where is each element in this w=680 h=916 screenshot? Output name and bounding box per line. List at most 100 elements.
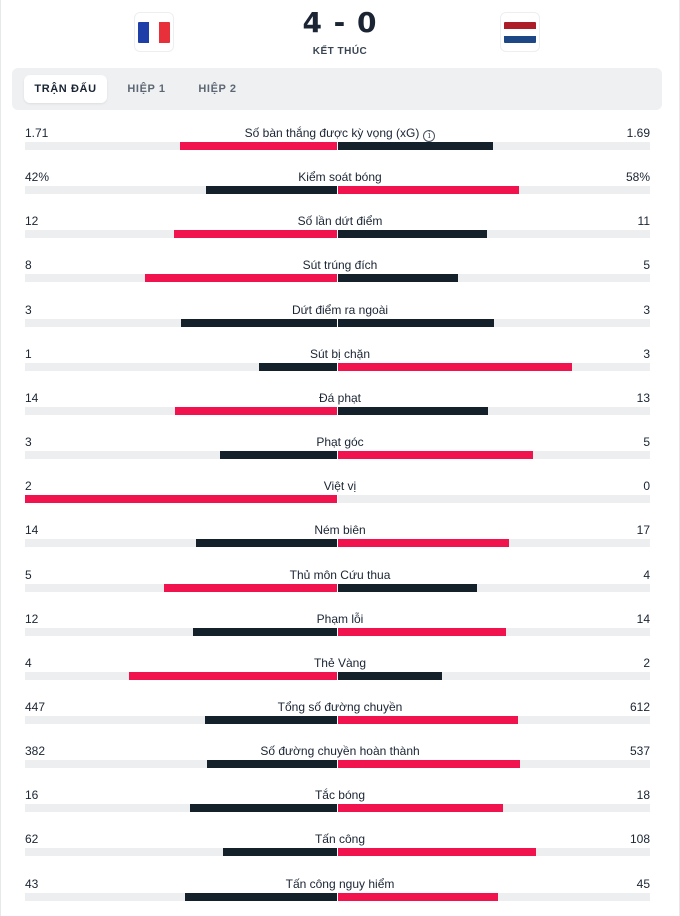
home-stat-bar	[180, 142, 337, 150]
away-bar-track	[338, 893, 650, 901]
france-flag-icon	[138, 21, 170, 43]
stat-label-text: Đá phạt	[318, 391, 362, 405]
stat-label-text: Số lần dứt điểm	[297, 214, 383, 228]
away-stat-value: 5	[643, 435, 650, 449]
home-stat-bar	[129, 672, 337, 680]
stat-label-text: Tấn công	[314, 832, 366, 846]
stat-row: 1 Sút bị chặn 3	[0, 347, 680, 387]
home-bar-track	[25, 274, 337, 282]
stat-row: 62 Tấn công 108	[0, 832, 680, 872]
away-stat-bar	[338, 628, 506, 636]
away-stat-bar	[338, 760, 520, 768]
away-stat-value: 537	[629, 744, 650, 758]
away-stat-bar	[338, 319, 494, 327]
away-bar-track	[338, 804, 650, 812]
home-bar-track	[25, 804, 337, 812]
away-stat-bar	[338, 274, 458, 282]
away-team-badge[interactable]	[500, 12, 540, 52]
stat-label-text: Thẻ Vàng	[313, 656, 367, 670]
home-stat-value: 4	[25, 656, 32, 670]
home-bar-track	[25, 186, 337, 194]
away-stat-bar	[338, 363, 572, 371]
home-stat-bar	[145, 274, 337, 282]
period-tabs: TRẬN ĐẤU HIỆP 1 HIỆP 2	[12, 68, 662, 110]
away-stat-bar	[338, 672, 442, 680]
away-bar-track	[338, 760, 650, 768]
stat-label-text: Tấn công nguy hiểm	[285, 877, 395, 891]
stat-label-text: Dứt điểm ra ngoài	[291, 303, 389, 317]
stat-label-text: Số bàn thắng được kỳ vọng (xG)	[244, 126, 420, 140]
away-stat-value: 3	[643, 303, 650, 317]
stat-label: Thủ môn Cứu thua	[0, 568, 680, 582]
away-stat-value: 18	[636, 788, 650, 802]
stat-row: 14 Đá phạt 13	[0, 391, 680, 431]
home-stat-value: 1.71	[25, 126, 49, 140]
away-stat-value: 5	[643, 258, 650, 272]
away-bar-track	[338, 848, 650, 856]
away-stat-bar	[338, 451, 533, 459]
home-stat-bar	[220, 451, 337, 459]
away-bar-track	[338, 274, 650, 282]
stat-label: Sút bị chặn	[0, 347, 680, 361]
away-bar-track	[338, 407, 650, 415]
away-bar-track	[338, 584, 650, 592]
home-stat-bar	[25, 495, 337, 503]
home-stat-value: 8	[25, 258, 32, 272]
away-stat-bar	[338, 539, 509, 547]
home-stat-value: 14	[25, 391, 39, 405]
stat-label-text: Sút trúng đích	[302, 258, 378, 272]
home-bar-track	[25, 363, 337, 371]
stat-label: Tấn công	[0, 832, 680, 846]
stat-label-text: Sút bị chặn	[309, 347, 371, 361]
home-bar-track	[25, 539, 337, 547]
stat-label-text: Phạm lỗi	[316, 612, 364, 626]
home-stat-bar	[259, 363, 337, 371]
stat-label-text: Phạt góc	[316, 435, 364, 449]
away-stat-value: 1.69	[626, 126, 650, 140]
away-stat-value: 108	[629, 832, 650, 846]
home-bar-track	[25, 628, 337, 636]
frame-left-border	[0, 0, 1, 916]
stat-label: Sút trúng đích	[0, 258, 680, 272]
stat-label-text: Tổng số đường chuyền	[277, 700, 403, 714]
home-bar-track	[25, 319, 337, 327]
home-stat-bar	[164, 584, 337, 592]
home-bar-track	[25, 848, 337, 856]
away-bar-track	[338, 186, 650, 194]
home-stat-bar	[205, 716, 337, 724]
home-stat-value: 382	[25, 744, 46, 758]
home-team-badge[interactable]	[134, 12, 174, 52]
home-bar-track	[25, 142, 337, 150]
home-stat-value: 16	[25, 788, 39, 802]
home-stat-value: 5	[25, 568, 32, 582]
away-stat-value: 58%	[625, 170, 650, 184]
away-stat-value: 4	[643, 568, 650, 582]
away-stat-value: 45	[636, 877, 650, 891]
away-stat-bar	[338, 893, 498, 901]
home-stat-bar	[206, 186, 337, 194]
away-stat-bar	[338, 804, 503, 812]
home-bar-track	[25, 407, 337, 415]
stat-label: Thẻ Vàng	[0, 656, 680, 670]
tab-match[interactable]: TRẬN ĐẤU	[24, 75, 107, 103]
away-bar-track	[338, 716, 650, 724]
home-stat-bar	[207, 760, 337, 768]
info-icon[interactable]: i	[423, 130, 436, 142]
stat-label: Dứt điểm ra ngoài	[0, 303, 680, 317]
stat-label-text: Tắc bóng	[314, 788, 366, 802]
stat-row: 4 Thẻ Vàng 2	[0, 656, 680, 696]
tab-second-half[interactable]: HIỆP 2	[198, 83, 237, 95]
home-stat-bar	[196, 539, 337, 547]
home-bar-track	[25, 760, 337, 768]
stat-label: Phạt góc	[0, 435, 680, 449]
stat-label-text: Thủ môn Cứu thua	[289, 568, 391, 582]
match-status: KẾT THÚC	[312, 46, 368, 57]
tab-first-half[interactable]: HIỆP 1	[127, 83, 166, 95]
stat-label: Việt vị	[0, 479, 680, 493]
stat-label-text: Ném biên	[314, 523, 366, 537]
stat-row: 5 Thủ môn Cứu thua 4	[0, 568, 680, 608]
home-stat-bar	[181, 319, 337, 327]
stat-row: 382 Số đường chuyền hoàn thành 537	[0, 744, 680, 784]
away-bar-track	[338, 628, 650, 636]
stat-label: Tấn công nguy hiểm	[0, 877, 680, 891]
